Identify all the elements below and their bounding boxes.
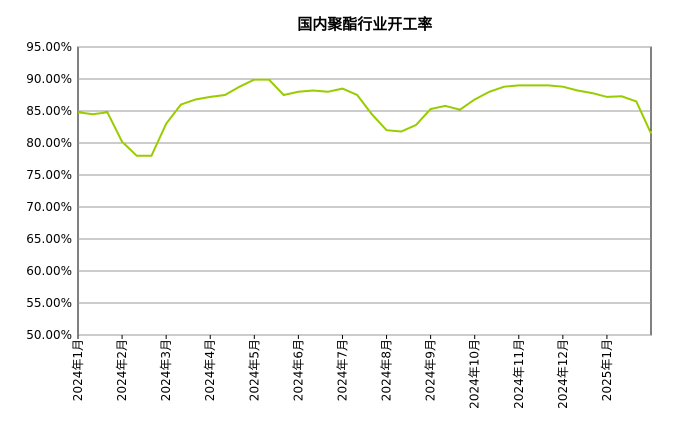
chart-title: 国内聚酯行业开工率 — [297, 15, 432, 33]
y-tick-label: 60.00% — [26, 264, 72, 278]
x-tick-label: 2024年6月 — [291, 339, 305, 401]
x-tick-label: 2024年8月 — [380, 339, 394, 401]
x-tick-label: 2024年7月 — [335, 339, 349, 401]
y-tick-label: 85.00% — [26, 104, 72, 118]
x-tick-label: 2024年1月 — [71, 339, 85, 401]
x-tick-label: 2024年5月 — [247, 339, 261, 401]
y-tick-label: 75.00% — [26, 168, 72, 182]
x-tick-label: 2024年3月 — [159, 339, 173, 401]
x-tick-label: 2024年4月 — [203, 339, 217, 401]
x-tick-label: 2024年10月 — [468, 339, 482, 409]
x-tick-label: 2024年12月 — [556, 339, 570, 409]
x-tick-label: 2025年1月 — [600, 339, 614, 401]
y-tick-label: 50.00% — [26, 328, 72, 342]
y-tick-label: 95.00% — [26, 40, 72, 54]
y-tick-label: 80.00% — [26, 136, 72, 150]
y-tick-label: 90.00% — [26, 72, 72, 86]
y-tick-label: 55.00% — [26, 296, 72, 310]
y-tick-label: 70.00% — [26, 200, 72, 214]
plot-frame — [77, 46, 652, 336]
x-tick-label: 2024年9月 — [424, 339, 438, 401]
x-tick-label: 2024年2月 — [115, 339, 129, 401]
y-tick-label: 65.00% — [26, 232, 72, 246]
data-line — [77, 78, 652, 157]
x-tick-label: 2024年11月 — [512, 339, 526, 409]
